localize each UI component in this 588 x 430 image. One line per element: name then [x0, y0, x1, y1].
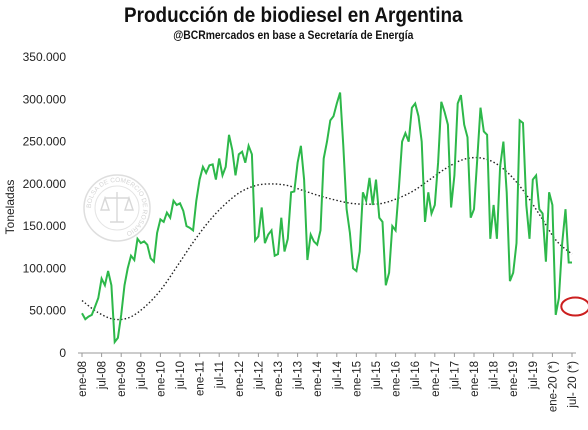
y-tick-label: 150.000 [23, 219, 67, 233]
x-tick-label: ene-20 (*) [547, 361, 559, 412]
x-tick-label: ene-08 [77, 361, 89, 397]
x-tick-label: ene-19 [508, 361, 520, 397]
y-axis-label: Toneladas [3, 180, 17, 235]
x-tick-label: jul-08 [97, 361, 109, 390]
trend-line [81, 156, 573, 321]
series-line-production [81, 92, 572, 345]
x-tick-label: jul-18 [489, 361, 501, 390]
y-tick-label: 50.000 [29, 304, 66, 318]
x-tick-label: ene-15 [351, 361, 363, 397]
y-tick-label: 100.000 [23, 261, 67, 275]
y-tick-label: 0 [59, 346, 66, 360]
x-tick-label: jul-15 [371, 361, 383, 390]
x-tick-label: ene-17 [430, 361, 442, 397]
x-tick-label: ene-11 [195, 361, 207, 396]
x-tick-label: ene-13 [273, 361, 285, 397]
x-tick-label: jul- 20 (*) [567, 361, 579, 409]
y-tick-label: 300.000 [23, 92, 67, 106]
x-tick-label: ene-14 [312, 360, 324, 396]
x-tick-label: jul-17 [449, 361, 461, 390]
highlight-ellipse [560, 296, 588, 317]
chart-subtitle: @BCRmercados en base a Secretaría de Ene… [173, 30, 414, 42]
x-tick-label: ene-12 [234, 361, 246, 397]
x-tick-label: ene-18 [469, 361, 481, 397]
x-tick-label: jul-09 [136, 361, 148, 390]
x-tick-label: jul-14 [332, 360, 344, 390]
x-tick-label: jul-13 [293, 361, 305, 390]
x-tick-label: ene-10 [155, 361, 167, 397]
watermark-seal: BOLSA DE COMERCIO DE ROSARIO [83, 174, 151, 242]
x-tick-label: ene-16 [391, 361, 403, 397]
x-axis-ticks: ene-08 jul-08 ene-09 jul-09 ene-10 jul-10 ene-… [77, 353, 579, 412]
y-axis-ticks: 0 50.000 100.000 150.000 200.000 250.000 300.0… [23, 50, 67, 360]
x-tick-label: jul-19 [528, 361, 540, 390]
y-tick-label: 250.000 [23, 135, 67, 149]
x-tick-label: jul-10 [175, 361, 187, 390]
x-tick-label: jul-12 [253, 361, 265, 390]
y-tick-label: 350.000 [23, 50, 67, 64]
x-tick-label: jul-11 [214, 361, 226, 389]
y-tick-label: 200.000 [23, 177, 67, 191]
chart-title: Producción de biodiesel en Argentina [124, 4, 463, 27]
x-tick-label: jul-16 [410, 361, 422, 390]
x-tick-label: ene-09 [116, 361, 128, 397]
